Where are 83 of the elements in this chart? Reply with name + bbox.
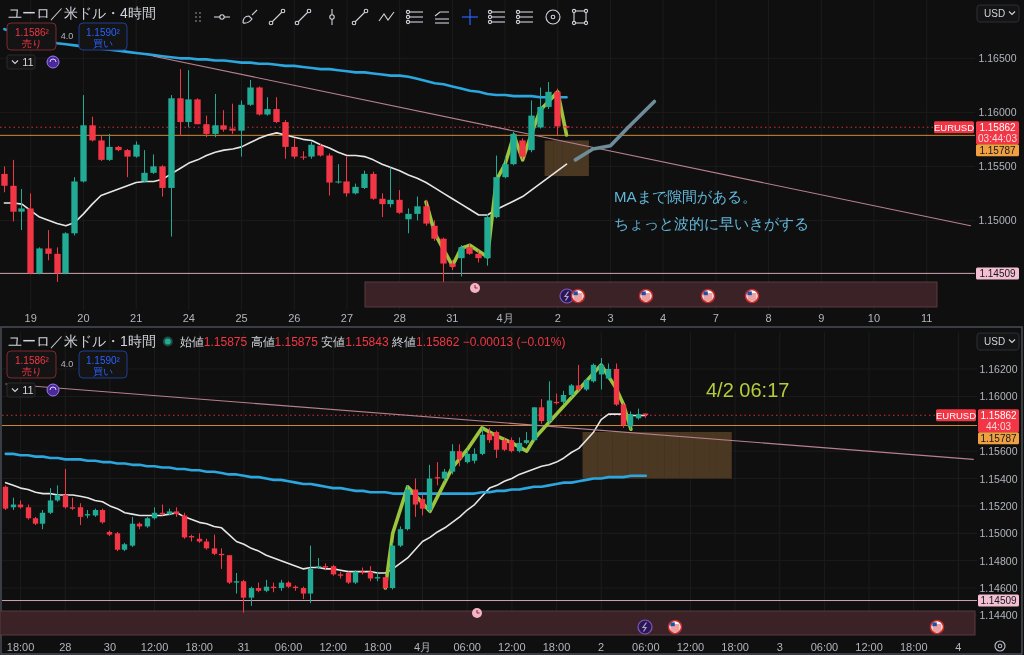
- x-tick-label: 18:00: [899, 641, 928, 653]
- x-tick-label: 18:00: [721, 641, 749, 653]
- x-tick-label: 06:00: [453, 641, 481, 653]
- x-tick-label: 18:00: [364, 641, 392, 653]
- x-tick-label: 2: [598, 641, 605, 653]
- x-tick-label: 12:00: [498, 641, 526, 653]
- ref-line-label: 1.15787: [980, 432, 1018, 444]
- x-tick-label: 8: [765, 312, 772, 324]
- x-tick-label: 28: [393, 312, 406, 324]
- x-tick-label: 10: [867, 312, 881, 324]
- y-tick-label: 1.16000: [979, 390, 1018, 403]
- text: USD: [984, 8, 1006, 19]
- annotation: 11: [22, 56, 34, 68]
- chart-subtitle: 始値1.15875 高値1.15875 安値1.15843 終値1.15862 −0.00013 (−0.01%): [179, 335, 566, 349]
- annotation: MAまで隙間がある。: [614, 188, 757, 205]
- y-tick-label: 1.15600: [979, 445, 1018, 458]
- x-tick-label: 4: [955, 641, 962, 653]
- annotation: 1.1590²: [86, 355, 121, 366]
- x-tick-label: 4月: [413, 641, 432, 653]
- annotation: 売り: [22, 366, 42, 377]
- annotation: 買い: [93, 366, 113, 377]
- x-tick-label: 4: [660, 312, 667, 324]
- x-tick-label: 25: [235, 312, 248, 324]
- ref-line-label: 1.15862: [979, 121, 1017, 133]
- y-tick-label: 1.15000: [979, 527, 1018, 540]
- text: 03:44:03: [978, 132, 1018, 144]
- x-tick-label: 31: [446, 312, 459, 324]
- x-tick-label: 31: [237, 641, 251, 653]
- x-tick-label: 12:00: [140, 641, 169, 653]
- annotation: 1.1586²: [15, 355, 50, 366]
- x-tick-label: 3: [776, 641, 783, 653]
- x-tick-label: 06:00: [632, 641, 660, 653]
- x-tick-label: 06:00: [810, 641, 839, 653]
- x-tick-label: 2: [554, 312, 561, 324]
- annotation: 1.1586²: [15, 27, 50, 38]
- annotation: 1.1590²: [86, 27, 121, 38]
- x-tick-label: 18:00: [6, 641, 35, 653]
- annotation: ちょっと波的に早いきがする: [614, 215, 809, 232]
- x-tick-label: 20: [77, 312, 90, 324]
- ref-line-label: 1.14509: [979, 267, 1017, 279]
- annotation: 4.0: [60, 359, 74, 369]
- y-tick-label: 1.15200: [979, 499, 1018, 512]
- x-tick-label: 27: [340, 312, 354, 324]
- x-tick-label: 18:00: [185, 641, 213, 653]
- x-tick-label: 7: [712, 312, 719, 324]
- text: USD: [984, 336, 1006, 347]
- annotation: 4/2 06:17: [706, 379, 790, 401]
- annotation: 売り: [22, 38, 42, 49]
- chart-title: ユーロ／米ドル・1時間: [8, 333, 156, 349]
- y-tick-label: 1.16000: [978, 106, 1017, 119]
- y-tick-label: 1.15400: [979, 472, 1018, 485]
- ref-line-label: 1.15862: [980, 409, 1018, 421]
- y-tick-label: 1.14400: [979, 609, 1018, 622]
- x-tick-label: 9: [818, 312, 825, 324]
- chart-title: ユーロ／米ドル・4時間: [8, 5, 156, 21]
- annotation: 買い: [93, 38, 113, 49]
- annotation: 11: [22, 384, 34, 396]
- annotation: EURUSD: [933, 121, 975, 133]
- x-tick-label: 4月: [496, 312, 514, 324]
- y-tick-label: 1.14800: [979, 554, 1018, 567]
- y-tick-label: 1.16500: [978, 52, 1017, 65]
- text: 44:03: [985, 420, 1012, 432]
- annotation: 4.0: [60, 31, 74, 41]
- x-tick-label: 28: [59, 641, 72, 653]
- y-tick-label: 1.15500: [978, 160, 1017, 173]
- x-tick-label: 21: [130, 312, 143, 324]
- x-tick-label: 12:00: [855, 641, 883, 653]
- x-tick-label: 06:00: [274, 641, 303, 653]
- y-tick-label: 1.15000: [978, 214, 1017, 227]
- x-tick-label: 11: [920, 312, 933, 324]
- y-tick-label: 1.16200: [979, 362, 1018, 375]
- x-tick-label: 26: [288, 312, 301, 324]
- x-tick-label: 12:00: [319, 641, 347, 653]
- x-tick-label: 24: [182, 312, 195, 324]
- x-tick-label: 12:00: [676, 641, 705, 653]
- x-tick-label: 19: [24, 312, 37, 324]
- ref-line-label: 1.15787: [979, 144, 1017, 156]
- ref-line-label: 1.14509: [980, 595, 1018, 607]
- x-tick-label: 18:00: [542, 641, 571, 653]
- y-tick-label: 1.14600: [979, 582, 1018, 595]
- annotation: EURUSD: [935, 409, 977, 421]
- x-tick-label: 3: [607, 312, 614, 324]
- x-tick-label: 30: [103, 641, 117, 653]
